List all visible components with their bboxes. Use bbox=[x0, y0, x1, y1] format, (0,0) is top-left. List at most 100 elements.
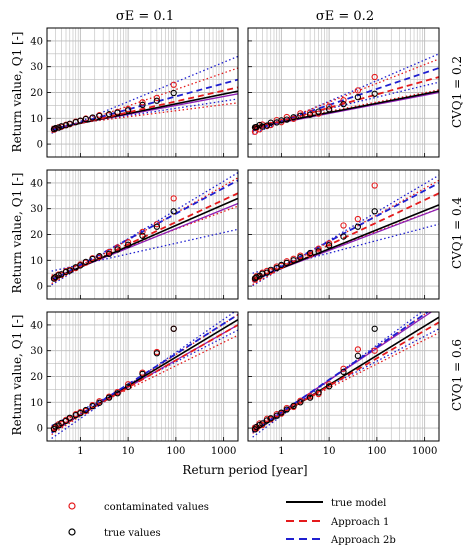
y-tick-label: 20 bbox=[30, 230, 43, 241]
approach1-ci-line bbox=[51, 102, 238, 128]
true-value-point bbox=[139, 370, 146, 378]
contaminated-point bbox=[315, 110, 322, 117]
true-value-point bbox=[153, 350, 161, 357]
true-value-point bbox=[153, 97, 161, 104]
y-axis-label-row-2: Return value, Q1 [-] bbox=[10, 173, 24, 294]
contaminated-point bbox=[153, 94, 161, 102]
legend: contaminated values true values true mod… bbox=[68, 498, 396, 546]
col-title-sigma-0.2: σE = 0.2 bbox=[316, 9, 374, 24]
true-value-point bbox=[66, 414, 73, 421]
true-value-point bbox=[340, 233, 347, 240]
true-value-point bbox=[139, 232, 146, 239]
y-tick-label: 20 bbox=[30, 88, 43, 99]
legend-label-approach2b: Approach 2b bbox=[330, 535, 396, 546]
x-tick-label: 1 bbox=[278, 446, 284, 457]
row-title-cv-0.6: CVQ1 = 0.6 bbox=[450, 339, 464, 411]
y-tick-label: 10 bbox=[30, 114, 43, 125]
true-value-point bbox=[278, 409, 285, 416]
x-tick-label: 100 bbox=[166, 446, 185, 457]
true-value-point bbox=[371, 208, 378, 215]
approach2b-ci-line bbox=[51, 98, 238, 128]
panel-1-0: 0 10 20 30 40 bbox=[30, 169, 239, 300]
series-lines bbox=[251, 174, 439, 287]
true-value-point bbox=[297, 254, 304, 261]
contaminated-point bbox=[325, 240, 333, 247]
x-tick-label: 1 bbox=[77, 446, 83, 457]
true-value-point bbox=[267, 415, 274, 422]
contaminated-point bbox=[263, 267, 271, 275]
contaminated-point bbox=[153, 221, 161, 228]
y-tick-label: 30 bbox=[30, 204, 43, 215]
true-value-point bbox=[77, 262, 84, 269]
true-value-point bbox=[340, 368, 347, 376]
true-value-point bbox=[267, 119, 274, 126]
true-value-point bbox=[283, 116, 290, 123]
true-value-point bbox=[315, 389, 322, 396]
true-value-point bbox=[315, 108, 322, 115]
true-value-point bbox=[124, 241, 132, 248]
contaminated-point bbox=[354, 215, 362, 223]
contaminated-point bbox=[371, 182, 378, 189]
true-value-point bbox=[306, 249, 314, 257]
true-value-point bbox=[52, 423, 59, 430]
y-tick-label: 0 bbox=[37, 282, 43, 293]
true-value-point bbox=[371, 90, 378, 97]
legend-label-approach1: Approach 1 bbox=[330, 517, 389, 528]
true-value-point bbox=[273, 412, 280, 419]
true-value-point bbox=[306, 394, 314, 401]
contaminated-point bbox=[105, 248, 113, 256]
true-value-point bbox=[89, 114, 96, 121]
x-tick-label: 100 bbox=[367, 446, 386, 457]
approach2b-ci-line bbox=[252, 328, 439, 427]
series-lines bbox=[50, 55, 238, 134]
y-axis-label-row-1: Return value, Q1 [-] bbox=[10, 32, 24, 153]
legend-label-true-values: true values bbox=[104, 528, 161, 539]
contaminated-point bbox=[325, 103, 333, 110]
true-value-point bbox=[62, 268, 70, 276]
series-lines bbox=[251, 53, 439, 135]
true-value-point bbox=[251, 275, 259, 282]
true-value-point bbox=[325, 106, 333, 113]
true-value-point bbox=[283, 406, 290, 413]
y-tick-label: 40 bbox=[30, 178, 43, 189]
true-value-point bbox=[52, 273, 59, 281]
panel-0-1 bbox=[247, 27, 440, 158]
panel-2-1: 1 10 100 1000 bbox=[247, 311, 440, 457]
true-value-point bbox=[105, 250, 113, 257]
true-value-point bbox=[354, 352, 362, 360]
true-value-point bbox=[315, 248, 322, 255]
panels-group: 0 10 20 30 40 0 10 20 30 40 0 10 20 30 40 1 10 100 1000 1 10… bbox=[30, 27, 440, 457]
true-value-point bbox=[62, 417, 70, 425]
true-value-point bbox=[82, 115, 89, 123]
contaminated-point bbox=[306, 109, 314, 116]
col-title-sigma-0.1: σE = 0.1 bbox=[116, 9, 174, 24]
true-value-point bbox=[66, 267, 73, 274]
true-value-point bbox=[50, 275, 58, 282]
series-lines bbox=[50, 312, 238, 439]
true-value-point bbox=[273, 264, 280, 272]
y-tick-label: 0 bbox=[37, 424, 43, 435]
panel-1-1 bbox=[247, 169, 440, 300]
contaminated-point bbox=[340, 222, 347, 229]
true-value-point bbox=[124, 107, 132, 114]
y-axis-label-row-3: Return value, Q1 [-] bbox=[10, 315, 24, 436]
contaminated-point bbox=[283, 113, 290, 121]
true-value-point bbox=[283, 259, 290, 267]
legend-label-contaminated: contaminated values bbox=[104, 502, 209, 513]
contaminated-point bbox=[278, 119, 285, 126]
true-value-point bbox=[267, 266, 274, 273]
approach2b-ci-line bbox=[51, 55, 238, 134]
contaminated-point bbox=[170, 81, 177, 88]
true-value-point bbox=[153, 223, 161, 230]
approach2b-ci-line bbox=[252, 53, 439, 135]
y-tick-label: 40 bbox=[30, 36, 43, 47]
y-tick-label: 40 bbox=[30, 320, 43, 331]
true-value-point bbox=[77, 409, 84, 417]
true-value-point bbox=[139, 101, 146, 109]
row-title-cv-0.2: CVQ1 = 0.2 bbox=[450, 56, 464, 128]
contaminated-point bbox=[267, 121, 274, 129]
contaminated-point bbox=[371, 73, 378, 81]
true-value-point bbox=[96, 112, 103, 120]
true-value-point bbox=[170, 89, 177, 97]
true-value-point bbox=[290, 257, 297, 264]
